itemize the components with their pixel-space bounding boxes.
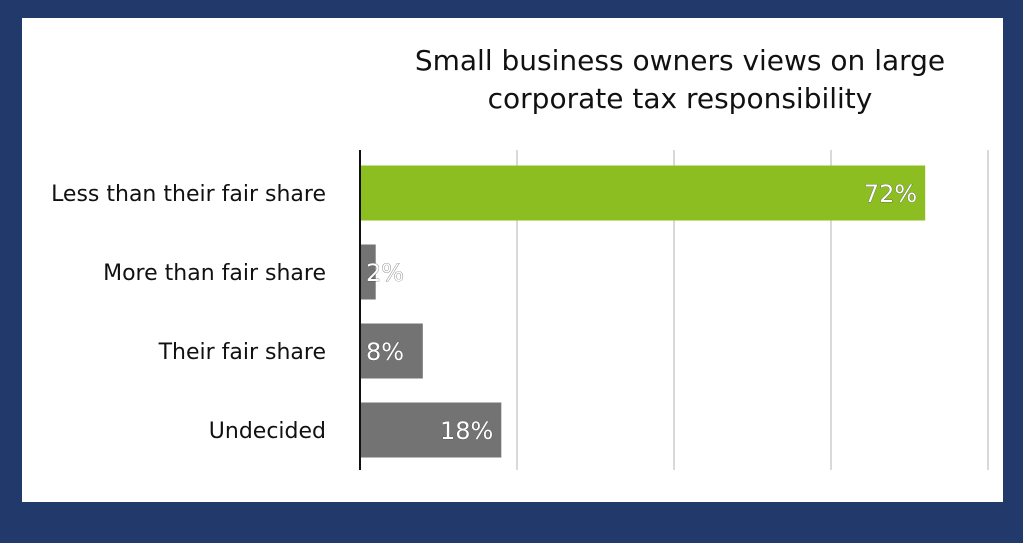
bar-3 xyxy=(360,323,423,379)
category-label: More than fair share xyxy=(103,261,326,286)
chart-title-line-2: corporate tax responsibility xyxy=(487,82,873,115)
chart-title: Small business owners views on large cor… xyxy=(360,42,1000,118)
bar-1 xyxy=(360,165,926,221)
bar-4 xyxy=(360,402,502,458)
bar-2 xyxy=(360,244,376,300)
chart-title-line-1: Small business owners views on large xyxy=(414,44,946,77)
value-label: 2% xyxy=(366,259,404,287)
chart-panel xyxy=(22,18,1003,502)
value-label: 18% xyxy=(440,417,493,445)
category-label: Less than their fair share xyxy=(51,182,326,207)
value-label: 72% xyxy=(864,180,917,208)
category-label: Undecided xyxy=(209,419,326,444)
value-label: 8% xyxy=(366,338,404,366)
category-label: Their fair share xyxy=(158,340,326,365)
